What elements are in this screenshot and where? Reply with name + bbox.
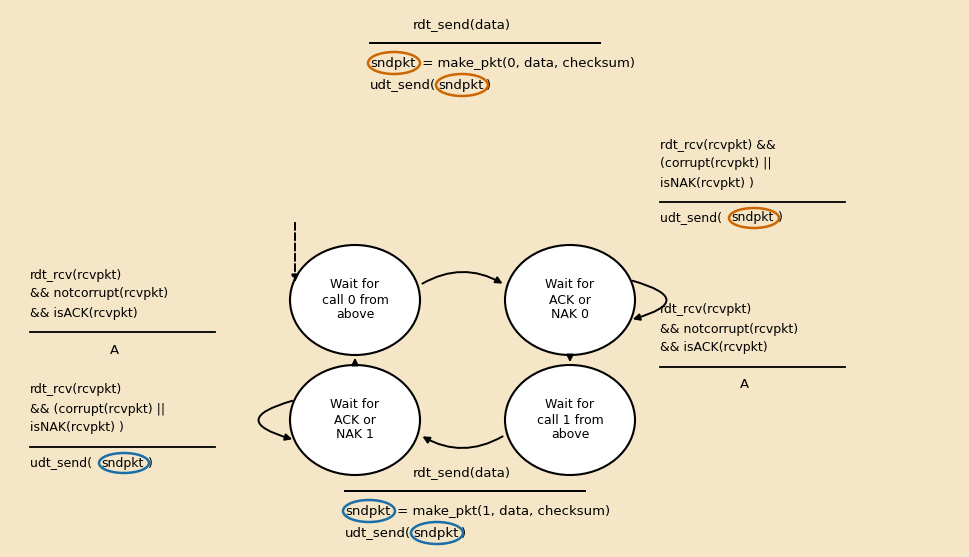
Text: isNAK(rcvpkt) ): isNAK(rcvpkt) ) xyxy=(30,422,124,434)
Ellipse shape xyxy=(290,365,420,475)
Text: sndpkt: sndpkt xyxy=(413,526,458,540)
Text: ): ) xyxy=(148,457,153,470)
Text: rdt_rcv(rcvpkt): rdt_rcv(rcvpkt) xyxy=(30,268,122,281)
Text: sndpkt: sndpkt xyxy=(438,79,483,91)
Text: A: A xyxy=(739,379,748,392)
Text: udt_send(: udt_send( xyxy=(30,457,92,470)
Text: && notcorrupt(rcvpkt): && notcorrupt(rcvpkt) xyxy=(659,323,797,335)
Text: rdt_rcv(rcvpkt) &&: rdt_rcv(rcvpkt) && xyxy=(659,139,775,152)
Text: udt_send(: udt_send( xyxy=(369,79,436,91)
Text: Wait for
call 0 from
above: Wait for call 0 from above xyxy=(322,278,388,321)
Ellipse shape xyxy=(290,245,420,355)
Text: ): ) xyxy=(777,212,782,224)
Text: Wait for
ACK or
NAK 1: Wait for ACK or NAK 1 xyxy=(330,398,379,442)
Text: ): ) xyxy=(485,79,490,91)
Text: rdt_rcv(rcvpkt): rdt_rcv(rcvpkt) xyxy=(659,304,752,316)
Text: sndpkt: sndpkt xyxy=(345,505,390,517)
Text: sndpkt: sndpkt xyxy=(731,212,772,224)
Text: Wait for
call 1 from
above: Wait for call 1 from above xyxy=(536,398,603,442)
Ellipse shape xyxy=(505,245,635,355)
Text: isNAK(rcvpkt) ): isNAK(rcvpkt) ) xyxy=(659,177,753,189)
Text: rdt_send(data): rdt_send(data) xyxy=(413,18,511,32)
Text: Wait for
ACK or
NAK 0: Wait for ACK or NAK 0 xyxy=(545,278,594,321)
Text: && isACK(rcvpkt): && isACK(rcvpkt) xyxy=(659,341,766,354)
Text: udt_send(: udt_send( xyxy=(345,526,411,540)
Text: rdt_rcv(rcvpkt): rdt_rcv(rcvpkt) xyxy=(30,384,122,397)
Text: ): ) xyxy=(460,526,466,540)
Text: = make_pkt(1, data, checksum): = make_pkt(1, data, checksum) xyxy=(392,505,610,517)
Text: = make_pkt(0, data, checksum): = make_pkt(0, data, checksum) xyxy=(418,56,635,70)
Text: sndpkt: sndpkt xyxy=(101,457,143,470)
Text: udt_send(: udt_send( xyxy=(659,212,721,224)
Text: rdt_send(data): rdt_send(data) xyxy=(413,467,511,480)
Text: A: A xyxy=(109,344,119,356)
Text: (corrupt(rcvpkt) ||: (corrupt(rcvpkt) || xyxy=(659,158,770,170)
Text: sndpkt: sndpkt xyxy=(369,56,415,70)
Text: && notcorrupt(rcvpkt): && notcorrupt(rcvpkt) xyxy=(30,287,168,300)
Ellipse shape xyxy=(505,365,635,475)
Text: && isACK(rcvpkt): && isACK(rcvpkt) xyxy=(30,306,138,320)
Text: && (corrupt(rcvpkt) ||: && (corrupt(rcvpkt) || xyxy=(30,403,165,416)
